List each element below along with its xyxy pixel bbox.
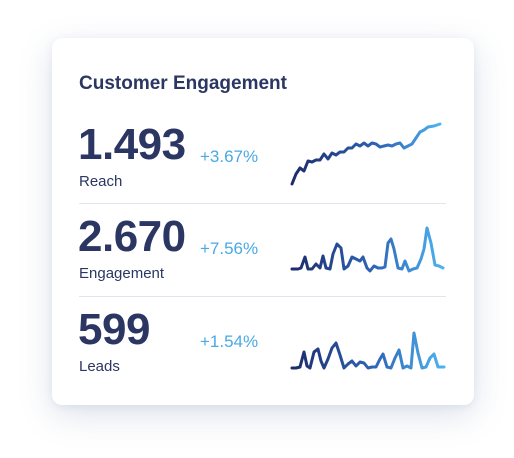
metric-row-engagement: 2.670 Engagement +7.56% <box>52 203 474 296</box>
engagement-sparkline-path <box>290 226 445 273</box>
customer-engagement-card: Customer Engagement 1.493 Reach +3.67% 2… <box>52 38 474 405</box>
metric-row-leads: 599 Leads +1.54% <box>52 296 474 389</box>
leads-sparkline-path <box>290 331 446 370</box>
metric-change: +3.67% <box>200 147 259 166</box>
metric-label: Reach <box>79 173 123 190</box>
reach-sparkline <box>290 122 442 186</box>
metric-label: Leads <box>79 358 120 375</box>
row-divider <box>79 296 446 297</box>
metric-value: 2.670 <box>78 212 186 261</box>
metric-value: 1.493 <box>78 120 186 169</box>
metric-change: +1.54% <box>200 332 259 351</box>
metric-change: +7.56% <box>200 239 259 258</box>
metric-value: 599 <box>78 305 150 354</box>
metric-row-reach: 1.493 Reach +3.67% <box>52 111 474 204</box>
engagement-sparkline <box>290 226 445 273</box>
reach-sparkline-path <box>290 122 442 186</box>
card-title: Customer Engagement <box>79 73 287 94</box>
leads-sparkline <box>290 331 446 370</box>
row-divider <box>79 203 446 204</box>
metric-label: Engagement <box>79 265 165 282</box>
